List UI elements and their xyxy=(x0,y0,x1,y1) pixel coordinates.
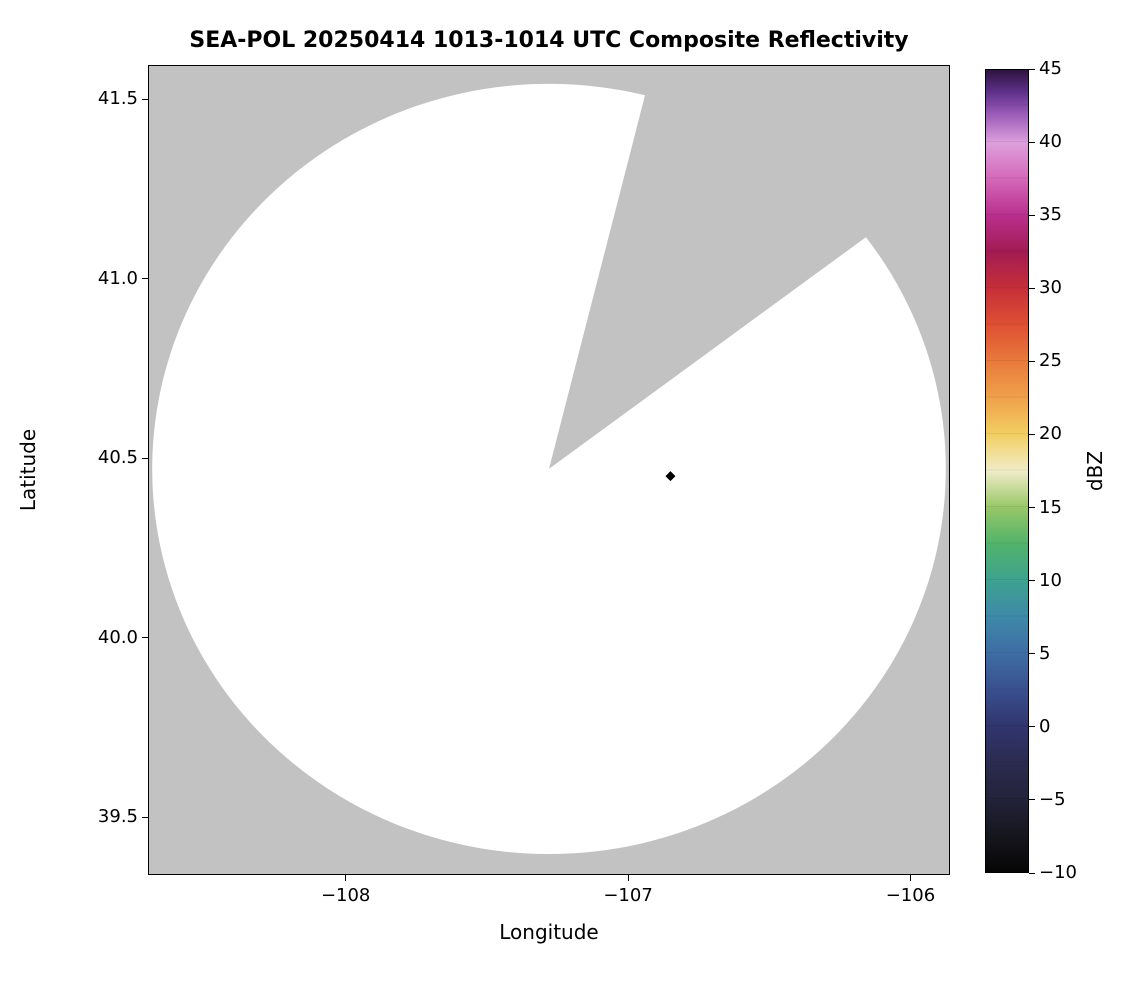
colorbar-tick-label: 5 xyxy=(1039,642,1051,664)
colorbar-tick-mark xyxy=(1029,653,1035,655)
colorbar-tick-mark xyxy=(1029,726,1035,728)
colorbar-tick-label: 40 xyxy=(1039,131,1062,153)
colorbar-tick-mark xyxy=(1029,68,1035,70)
y-tick-label: 39.5 xyxy=(97,806,138,828)
colorbar-tick-label: 0 xyxy=(1039,715,1051,737)
colorbar-tick-label: 45 xyxy=(1039,58,1062,79)
x-tick-label: −106 xyxy=(885,885,936,906)
x-tick-mark xyxy=(345,875,347,881)
radar-coverage-area xyxy=(152,83,946,855)
colorbar-tick-label: 15 xyxy=(1039,496,1062,518)
colorbar-tick-label: 35 xyxy=(1039,204,1062,226)
colorbar-tick-label: 10 xyxy=(1039,569,1062,591)
colorbar-tick-label: 25 xyxy=(1039,350,1062,372)
colorbar-tick-mark xyxy=(1029,872,1035,874)
colorbar-tick-label: 20 xyxy=(1039,423,1062,445)
y-tick-label: 40.5 xyxy=(97,447,138,469)
colorbar-tick-mark xyxy=(1029,433,1035,435)
chart-title: SEA-POL 20250414 1013-1014 UTC Composite… xyxy=(189,28,909,53)
site-marker-diamond xyxy=(665,471,676,482)
radar-plot-canvas xyxy=(148,65,950,875)
colorbar-tick-mark xyxy=(1029,287,1035,289)
x-tick-label: −107 xyxy=(603,885,653,906)
colorbar-tick-mark xyxy=(1029,214,1035,216)
colorbar-tick-mark xyxy=(1029,580,1035,582)
colorbar-tick-mark xyxy=(1029,141,1035,143)
x-axis-label: Longitude xyxy=(499,920,599,944)
x-tick-mark xyxy=(627,875,629,881)
colorbar xyxy=(985,69,1029,873)
y-tick-label: 41.5 xyxy=(97,88,138,110)
y-tick-label: 40.0 xyxy=(97,626,138,648)
colorbar-tick-mark xyxy=(1029,507,1035,509)
x-tick-label: −108 xyxy=(320,885,371,906)
y-axis-label: Latitude xyxy=(16,428,40,512)
plot-border xyxy=(148,65,950,875)
plot-area xyxy=(148,65,950,875)
y-tick-label: 41.0 xyxy=(97,267,138,289)
colorbar-label: dBZ xyxy=(1083,450,1107,492)
colorbar-tick-mark xyxy=(1029,799,1035,801)
colorbar-tick-mark xyxy=(1029,360,1035,362)
colorbar-tick-label: −10 xyxy=(1039,862,1077,883)
colorbar-tick-label: −5 xyxy=(1039,788,1066,810)
x-tick-mark xyxy=(909,875,911,881)
colorbar-tick-label: 30 xyxy=(1039,277,1062,299)
